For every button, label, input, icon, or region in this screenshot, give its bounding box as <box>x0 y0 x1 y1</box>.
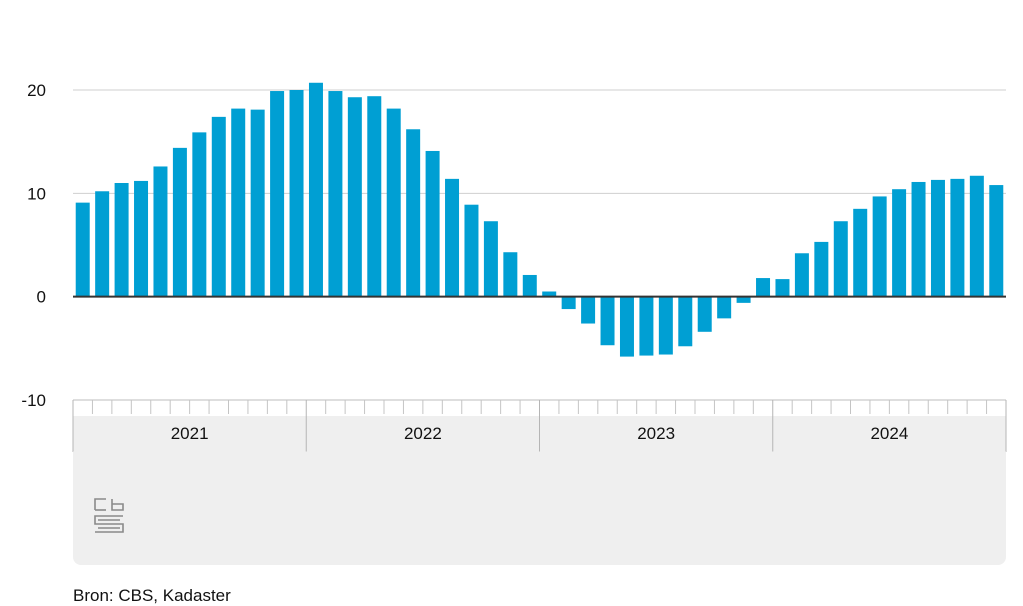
bar <box>367 96 382 297</box>
x-year-label: 2023 <box>637 424 675 443</box>
y-axis-ticks: 20 10 0 -10 <box>21 81 46 410</box>
bar <box>522 274 537 297</box>
y-tick-label: 0 <box>37 288 46 307</box>
bar <box>600 296 615 346</box>
bar <box>483 221 498 297</box>
bar <box>911 181 926 297</box>
bar <box>172 147 187 297</box>
x-year-label: 2021 <box>171 424 209 443</box>
x-year-label: 2024 <box>870 424 908 443</box>
bar <box>211 116 226 297</box>
bar <box>853 208 868 297</box>
bar <box>969 175 984 297</box>
bar <box>756 278 771 297</box>
bar <box>406 129 421 297</box>
bar <box>270 91 285 297</box>
bar <box>192 132 207 297</box>
bar <box>989 185 1004 297</box>
bar <box>445 178 460 297</box>
bar <box>95 191 110 297</box>
bar <box>833 221 848 297</box>
bar <box>308 82 323 297</box>
bar <box>561 296 576 310</box>
bar <box>289 90 304 297</box>
bar <box>639 296 654 356</box>
bar <box>658 296 673 355</box>
bar <box>814 241 829 297</box>
bars <box>75 82 1004 357</box>
bar <box>153 166 168 297</box>
bar <box>697 296 712 332</box>
bar <box>386 108 401 297</box>
bar <box>250 109 265 297</box>
cbs-logo <box>94 498 124 533</box>
bar <box>347 97 362 297</box>
x-year-label: 2022 <box>404 424 442 443</box>
x-axis: 2021 2022 2023 2024 <box>72 399 1007 565</box>
bar <box>678 296 693 347</box>
bar <box>775 279 790 297</box>
bar <box>231 108 246 297</box>
bar <box>464 204 479 297</box>
y-tick-label: 10 <box>27 184 46 203</box>
bar <box>114 183 129 297</box>
bar <box>892 189 907 297</box>
bar <box>542 291 557 297</box>
bar <box>581 296 596 324</box>
bar <box>619 296 634 357</box>
bar <box>328 91 343 297</box>
source-note: Bron: CBS, Kadaster <box>73 586 231 605</box>
bar <box>736 296 751 303</box>
bar <box>794 253 809 297</box>
bar <box>425 150 440 297</box>
bar <box>75 202 90 297</box>
bar <box>950 178 965 297</box>
gridlines <box>73 89 1006 194</box>
bar <box>930 179 945 297</box>
bar <box>134 180 149 297</box>
bar <box>717 296 732 319</box>
bar <box>872 196 887 297</box>
y-tick-label: 20 <box>27 81 46 100</box>
bar <box>503 252 518 297</box>
y-tick-label: -10 <box>21 391 46 410</box>
